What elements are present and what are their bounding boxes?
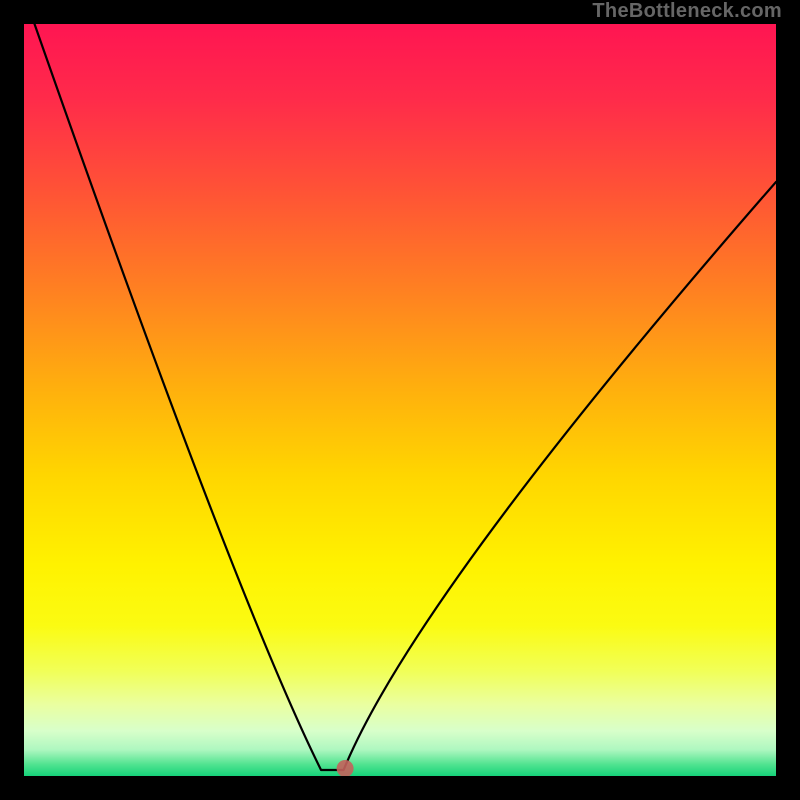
bottleneck-chart	[24, 24, 776, 776]
chart-frame: TheBottleneck.com	[0, 0, 800, 800]
watermark-text: TheBottleneck.com	[592, 0, 782, 23]
